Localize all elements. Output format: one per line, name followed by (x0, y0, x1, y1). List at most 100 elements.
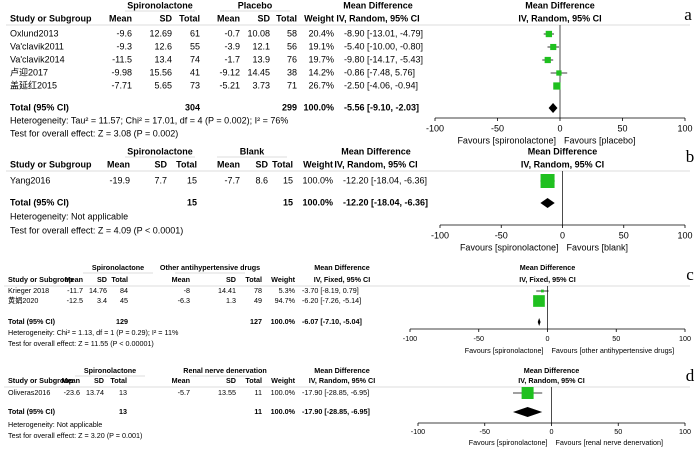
table-cell: -19.9 (109, 175, 130, 185)
total-cell: 100.0% (302, 197, 333, 207)
table-cell: -11.5 (112, 54, 132, 64)
tick-label: 0 (546, 334, 550, 343)
column-header: SD (94, 376, 104, 385)
total-cell: 100.0% (271, 317, 296, 326)
pooled-diamond (548, 103, 558, 113)
favours-left: Favours [spironolactone] (465, 346, 544, 355)
heterogeneity: Heterogeneity: Chi² = 1.13, df = 1 (P = … (8, 328, 179, 337)
column-header: SD (97, 275, 107, 284)
group-header: Renal nerve denervation (183, 366, 267, 375)
table-cell: 71 (287, 80, 297, 90)
table-cell: -6.3 (178, 296, 190, 305)
column-header: Study or Subgroup (8, 376, 74, 385)
panel-letter: a (684, 5, 692, 24)
table-cell: 76 (287, 54, 297, 64)
pooled-diamond (540, 198, 555, 208)
group-header: Spironolactone (127, 146, 193, 156)
table-cell: 13.55 (218, 388, 236, 397)
tick-label: -50 (474, 334, 484, 343)
table-cell: -23.6 (64, 388, 80, 397)
total-cell: 100.0% (271, 407, 296, 416)
column-header: Total (179, 13, 200, 23)
favours-left: Favours [spironolactone] (469, 438, 548, 447)
md-header: Mean Difference (314, 366, 370, 375)
column-header: Total (111, 275, 128, 284)
table-cell: 19.7% (308, 54, 334, 64)
total-cell: 13 (119, 407, 127, 416)
effect-square (540, 174, 555, 188)
favours-right: Favours [other antihypertensive drugs] (552, 346, 675, 355)
ci-text: -6.20 [-7.26, -5.14] (302, 296, 361, 305)
column-header: Weight (271, 275, 295, 284)
panel-letter: d (686, 366, 695, 385)
group-header: Other antihypertensive drugs (160, 263, 260, 272)
favours-left: Favours [spironolactone] (460, 242, 559, 252)
column-header: Mean (217, 13, 240, 23)
study-name: Va'clavik2014 (10, 54, 65, 64)
tick-label: 0 (550, 427, 554, 436)
tick-label: 50 (614, 427, 622, 436)
ci-text: -17.90 [-28.85, -6.95] (302, 388, 369, 397)
table-cell: -9.98 (111, 67, 132, 77)
table-cell: -3.9 (224, 41, 240, 51)
table-cell: 5.65 (154, 80, 172, 90)
table-cell: 26.7% (308, 80, 334, 90)
table-cell: -5.7 (178, 388, 190, 397)
group-header: Placebo (238, 0, 273, 10)
tick-label: -100 (403, 334, 417, 343)
table-cell: -9.3 (116, 41, 132, 51)
plot-header: IV, Random, 95% CI (518, 13, 601, 23)
table-cell: 3.4 (97, 296, 107, 305)
study-name: Yang2016 (10, 175, 50, 185)
column-header: Total (245, 275, 262, 284)
tick-label: 100 (679, 334, 691, 343)
tick-label: 0 (560, 230, 565, 240)
total-ci: -12.20 [-18.04, -6.36] (343, 197, 428, 207)
table-cell: 14.41 (218, 286, 236, 295)
column-header: Mean (172, 275, 190, 284)
overall-test: Test for overall effect: Z = 3.20 (P = 0… (8, 431, 142, 440)
table-cell: 94.7% (275, 296, 296, 305)
table-cell: 15.56 (149, 67, 172, 77)
group-header: Spironolactone (127, 0, 193, 10)
heterogeneity: Heterogeneity: Not applicable (8, 420, 102, 429)
total-ci: -17.90 [-28.85, -6.95] (302, 407, 370, 416)
plot-header: Mean Difference (525, 0, 595, 10)
column-header: Study or Subgroup (10, 13, 92, 23)
effect-square (533, 295, 545, 307)
md-header: IV, Random, 95% CI (334, 159, 417, 169)
tick-label: 100 (677, 230, 692, 240)
group-header: Spironolactone (84, 366, 136, 375)
plot-header: IV, Fixed, 95% CI (519, 275, 575, 284)
forest-panel: Spironolactone Renal nerve denervation Mea… (4, 366, 695, 447)
column-header: Weight (304, 13, 334, 23)
column-header: Weight (303, 159, 333, 169)
plot-header: Mean Difference (524, 366, 580, 375)
tick-label: 50 (612, 334, 620, 343)
effect-square (541, 289, 544, 293)
table-cell: -0.7 (224, 28, 240, 38)
tick-label: 50 (617, 123, 627, 133)
total-cell: 11 (254, 407, 262, 416)
tick-label: -100 (431, 230, 449, 240)
column-header: Mean (62, 376, 80, 385)
effect-square (553, 82, 561, 90)
favours-right: Favours [placebo] (564, 135, 636, 145)
column-header: Study or Subgroup (10, 159, 92, 169)
overall-test: Test for overall effect: Z = 11.55 (P < … (8, 339, 154, 348)
effect-square (550, 43, 557, 51)
column-header: Total (245, 376, 262, 385)
tick-label: -50 (495, 230, 508, 240)
study-name: 盖延红2015 (10, 79, 57, 90)
effect-square (544, 56, 551, 64)
column-header: Total (276, 13, 297, 23)
favours-right: Favours [blank] (567, 242, 629, 252)
group-header: Spironolactone (92, 263, 144, 272)
study-name: Va'clavik2011 (10, 41, 64, 51)
table-cell: 14.76 (89, 286, 107, 295)
study-name: 卢迎2017 (10, 66, 48, 77)
table-cell: 13 (119, 388, 127, 397)
tick-label: 50 (619, 230, 629, 240)
